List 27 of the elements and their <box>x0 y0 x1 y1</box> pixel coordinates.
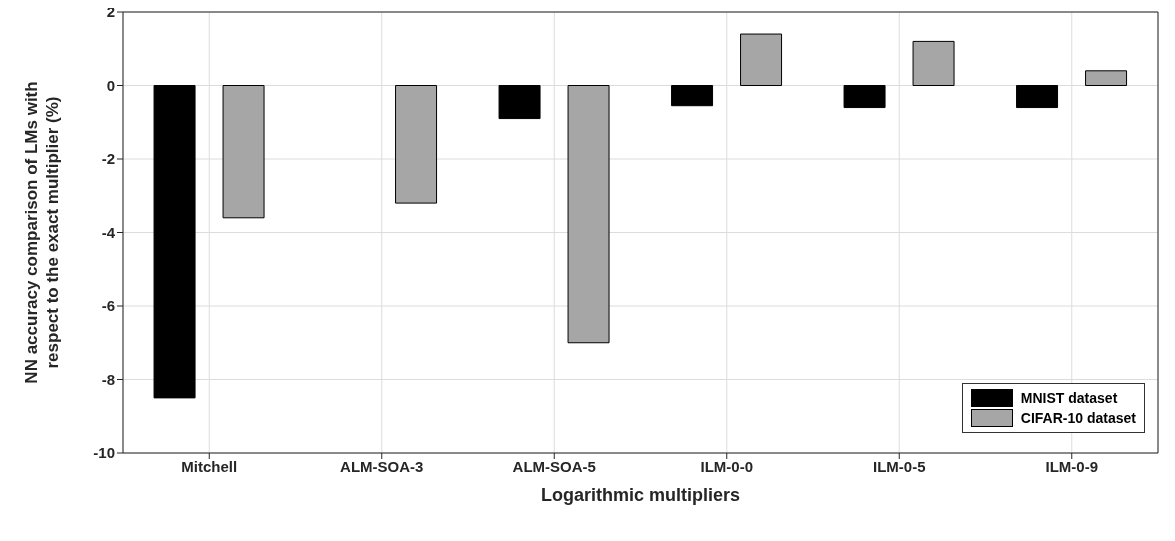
y-tick-label: -8 <box>101 370 115 388</box>
bar <box>1016 85 1059 109</box>
x-tick-label: Mitchell <box>181 457 238 475</box>
y-tick-label: 0 <box>106 76 115 94</box>
legend-label: MNIST dataset <box>1020 390 1118 406</box>
bar <box>1085 70 1128 86</box>
x-axis-title: Logarithmic multipliers <box>540 485 741 505</box>
x-tick-label: ILM-0-9 <box>1045 457 1098 475</box>
x-tick-label: ALM-SOA-3 <box>340 457 424 475</box>
bar <box>843 85 886 109</box>
y-tick-label: -2 <box>101 150 115 168</box>
bar <box>222 85 265 219</box>
bar <box>671 85 714 107</box>
legend-label: CIFAR-10 dataset <box>1020 410 1136 426</box>
bar <box>153 85 196 399</box>
bar <box>912 40 955 86</box>
x-tick-label: ALM-SOA-5 <box>512 457 596 475</box>
bar <box>567 85 610 344</box>
x-tick-label: ILM-0-0 <box>700 457 753 475</box>
y-tick-label: -6 <box>101 297 115 315</box>
bar <box>395 85 438 204</box>
y-tick-label: -10 <box>93 444 115 462</box>
x-tick-label: ILM-0-5 <box>873 457 926 475</box>
bar <box>740 33 783 86</box>
y-axis-title: NN accuracy comparison of LMs with respect to the exact multiplier (%) <box>22 81 62 384</box>
y-tick-label: -4 <box>101 223 116 241</box>
bar <box>498 85 541 120</box>
